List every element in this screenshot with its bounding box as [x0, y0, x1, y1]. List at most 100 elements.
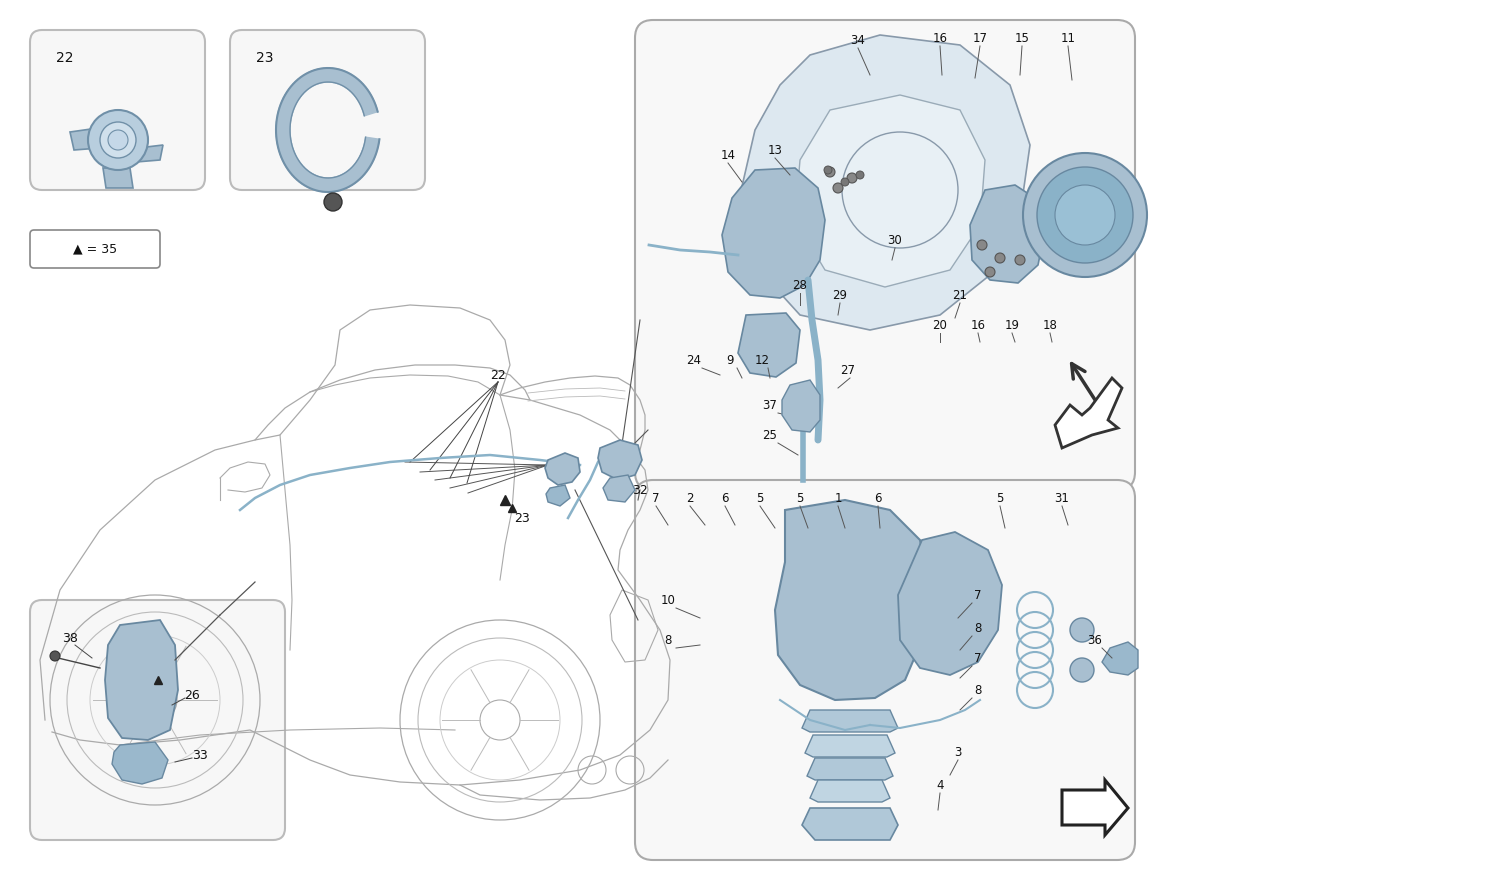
- Text: 7: 7: [974, 588, 981, 602]
- Text: 17: 17: [972, 31, 987, 44]
- Polygon shape: [318, 69, 322, 83]
- Polygon shape: [340, 71, 348, 85]
- Polygon shape: [278, 115, 291, 121]
- Text: 14: 14: [720, 149, 735, 161]
- Text: 19: 19: [1005, 319, 1020, 331]
- Text: 5: 5: [796, 491, 804, 505]
- Polygon shape: [333, 177, 338, 191]
- Polygon shape: [282, 151, 296, 160]
- Polygon shape: [278, 143, 292, 150]
- Text: 31: 31: [1054, 491, 1070, 505]
- Polygon shape: [348, 170, 357, 183]
- Polygon shape: [284, 95, 297, 105]
- Polygon shape: [310, 175, 316, 190]
- Polygon shape: [276, 133, 290, 136]
- Polygon shape: [336, 69, 342, 84]
- Text: 15: 15: [1014, 31, 1029, 44]
- Polygon shape: [303, 74, 312, 88]
- FancyBboxPatch shape: [30, 600, 285, 840]
- Polygon shape: [292, 165, 303, 177]
- Text: 1: 1: [834, 491, 842, 505]
- Polygon shape: [104, 168, 134, 188]
- Polygon shape: [795, 95, 986, 287]
- Polygon shape: [722, 168, 825, 298]
- Polygon shape: [278, 141, 291, 147]
- Polygon shape: [324, 68, 327, 82]
- Polygon shape: [334, 176, 340, 191]
- Polygon shape: [302, 172, 310, 185]
- Text: 21: 21: [952, 288, 968, 302]
- Polygon shape: [363, 145, 376, 153]
- Polygon shape: [352, 165, 364, 177]
- Polygon shape: [309, 71, 316, 85]
- Polygon shape: [603, 475, 634, 502]
- Polygon shape: [357, 158, 370, 169]
- Polygon shape: [363, 105, 376, 113]
- Polygon shape: [344, 173, 352, 187]
- Polygon shape: [322, 178, 326, 192]
- Polygon shape: [358, 156, 372, 166]
- Polygon shape: [276, 122, 291, 126]
- Polygon shape: [357, 90, 369, 101]
- Circle shape: [324, 193, 342, 211]
- Polygon shape: [306, 72, 314, 86]
- Text: 29: 29: [833, 288, 848, 302]
- Polygon shape: [363, 109, 378, 116]
- Polygon shape: [298, 77, 307, 91]
- Text: 23: 23: [256, 51, 274, 65]
- Text: 8: 8: [664, 634, 672, 646]
- Polygon shape: [279, 146, 292, 154]
- Text: 2: 2: [686, 491, 693, 505]
- Polygon shape: [1102, 642, 1138, 675]
- Text: 10: 10: [660, 594, 675, 606]
- Circle shape: [847, 173, 856, 183]
- Polygon shape: [738, 313, 800, 377]
- Text: 9: 9: [726, 353, 734, 367]
- Polygon shape: [280, 101, 294, 110]
- Text: 38: 38: [62, 632, 78, 644]
- Polygon shape: [333, 69, 339, 83]
- Polygon shape: [279, 104, 294, 113]
- Circle shape: [825, 167, 836, 177]
- Polygon shape: [276, 135, 291, 140]
- Text: 24: 24: [687, 353, 702, 367]
- Polygon shape: [598, 440, 642, 480]
- Polygon shape: [345, 74, 352, 88]
- Polygon shape: [740, 35, 1030, 330]
- Polygon shape: [338, 70, 345, 85]
- Polygon shape: [544, 453, 580, 485]
- Text: 30: 30: [888, 233, 903, 247]
- Polygon shape: [360, 95, 372, 106]
- Text: 12: 12: [754, 353, 770, 367]
- Polygon shape: [276, 125, 290, 129]
- Circle shape: [856, 171, 864, 179]
- Polygon shape: [352, 82, 363, 94]
- Circle shape: [842, 178, 849, 186]
- Circle shape: [1070, 618, 1094, 642]
- Polygon shape: [314, 176, 320, 190]
- Circle shape: [1036, 167, 1132, 263]
- Polygon shape: [326, 178, 328, 192]
- FancyBboxPatch shape: [230, 30, 424, 190]
- Text: 8: 8: [975, 684, 981, 697]
- Polygon shape: [279, 108, 292, 116]
- Polygon shape: [782, 380, 820, 432]
- Circle shape: [108, 130, 128, 150]
- Polygon shape: [297, 168, 307, 182]
- Polygon shape: [802, 710, 898, 732]
- Polygon shape: [362, 150, 375, 160]
- Polygon shape: [285, 156, 297, 166]
- Polygon shape: [360, 99, 374, 108]
- Text: 36: 36: [1088, 634, 1102, 646]
- Polygon shape: [105, 620, 178, 740]
- Polygon shape: [342, 174, 350, 188]
- Polygon shape: [276, 138, 291, 143]
- Polygon shape: [354, 85, 366, 96]
- Text: 22: 22: [490, 368, 506, 382]
- Circle shape: [976, 240, 987, 250]
- Polygon shape: [276, 129, 290, 133]
- FancyBboxPatch shape: [634, 20, 1136, 490]
- Polygon shape: [345, 171, 354, 185]
- Circle shape: [1070, 658, 1094, 682]
- Polygon shape: [358, 93, 370, 103]
